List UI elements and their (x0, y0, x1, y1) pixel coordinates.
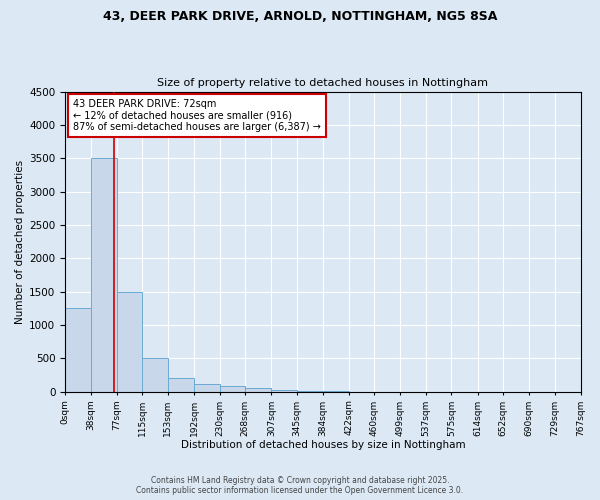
Bar (271, 390, 297, 392)
Text: 43, DEER PARK DRIVE, ARNOLD, NOTTINGHAM, NG5 8SA: 43, DEER PARK DRIVE, ARNOLD, NOTTINGHAM,… (103, 10, 497, 23)
Y-axis label: Number of detached properties: Number of detached properties (15, 160, 25, 324)
Bar (245, 388, 271, 392)
Bar (91, 158, 117, 392)
Bar (117, 292, 142, 392)
Text: 43 DEER PARK DRIVE: 72sqm
← 12% of detached houses are smaller (916)
87% of semi: 43 DEER PARK DRIVE: 72sqm ← 12% of detac… (73, 99, 321, 132)
X-axis label: Distribution of detached houses by size in Nottingham: Distribution of detached houses by size … (181, 440, 465, 450)
Bar (142, 358, 168, 392)
Bar (168, 378, 194, 392)
Text: Contains HM Land Registry data © Crown copyright and database right 2025.
Contai: Contains HM Land Registry data © Crown c… (136, 476, 464, 495)
Bar (194, 384, 220, 392)
Title: Size of property relative to detached houses in Nottingham: Size of property relative to detached ho… (157, 78, 488, 88)
Bar (220, 386, 245, 392)
Bar (65, 308, 91, 392)
